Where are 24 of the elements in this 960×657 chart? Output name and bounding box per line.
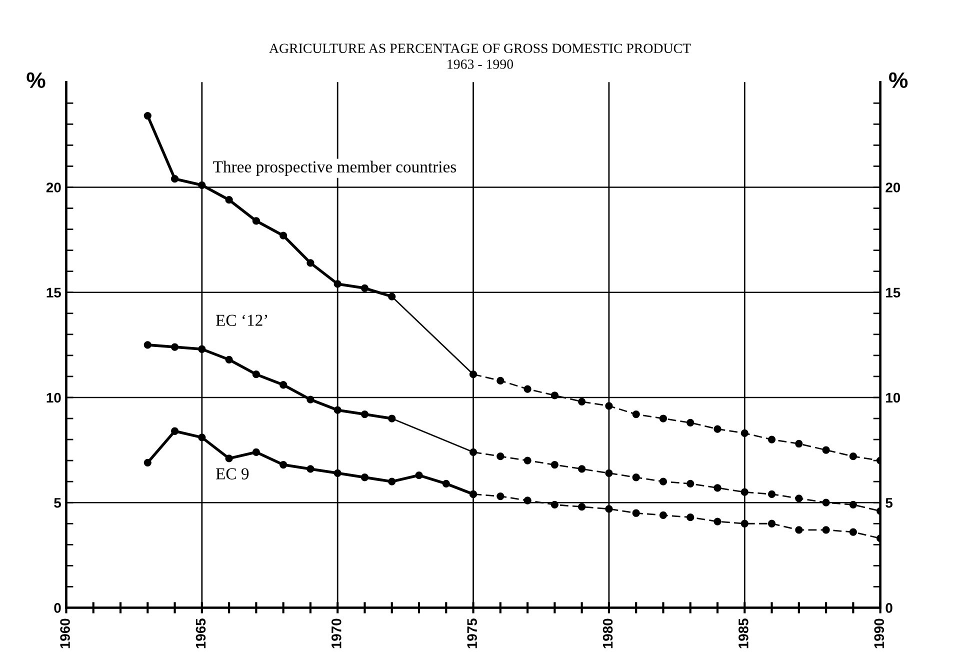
x-tick-label: 1990 — [874, 618, 884, 648]
y2-axis-title: % — [889, 72, 908, 88]
series-label: EC ‘12’ — [216, 314, 268, 326]
x-tick-label: 1970 — [331, 618, 342, 648]
x-tick-label: 1985 — [738, 618, 748, 648]
chart-title: AGRICULTURE AS PERCENTAGE OF GROSS DOMESTIC PRODUCT — [269, 44, 691, 54]
series-label: Three prospective member countries — [213, 160, 456, 176]
series-label: EC 9 — [216, 468, 249, 480]
chart-subtitle: 1963 - 1990 — [448, 60, 514, 69]
y-tick-label: 0 — [54, 603, 61, 613]
x-tick-label: 1960 — [60, 618, 70, 648]
x-tick-label: 1975 — [467, 618, 478, 648]
y-tick-label: 5 — [54, 498, 61, 508]
y-tick-label: 10 — [46, 392, 61, 403]
y2-tick-label: 5 — [886, 498, 893, 508]
x-tick-label: 1980 — [602, 618, 613, 648]
y2-tick-label: 10 — [886, 392, 900, 403]
y2-tick-label: 15 — [886, 288, 900, 298]
y-axis-title: % — [26, 72, 46, 88]
y-tick-label: 15 — [46, 288, 61, 298]
y2-tick-label: 0 — [886, 603, 892, 613]
x-tick-label: 1965 — [196, 618, 206, 648]
y-tick-label: 20 — [46, 182, 61, 192]
y2-tick-label: 20 — [886, 182, 900, 192]
